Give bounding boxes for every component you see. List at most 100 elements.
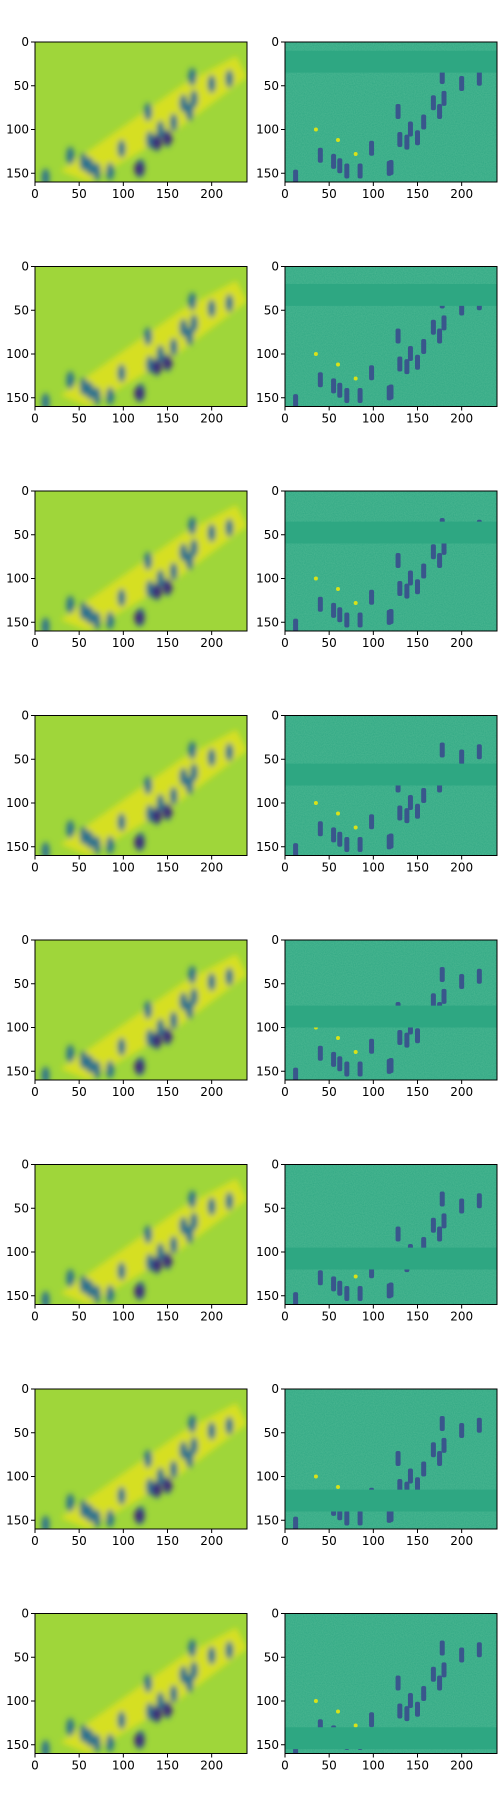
panel-image bbox=[35, 940, 247, 1080]
panel-image bbox=[285, 1164, 497, 1305]
x-tick-label: 100 bbox=[112, 861, 135, 875]
y-tick-label: 150 bbox=[6, 391, 29, 405]
y-tick-label: 50 bbox=[14, 528, 29, 542]
y-tick-label: 100 bbox=[6, 1021, 29, 1035]
axes-frame bbox=[34, 1164, 248, 1305]
y-tick-label: 150 bbox=[6, 166, 29, 180]
y-tick-label: 50 bbox=[264, 303, 279, 317]
x-tick-label: 100 bbox=[362, 412, 385, 426]
y-tick-label: 0 bbox=[21, 1607, 29, 1621]
x-tick-label: 0 bbox=[281, 861, 289, 875]
x-tick-label: 0 bbox=[31, 1085, 39, 1099]
y-tick-label: 0 bbox=[21, 933, 29, 947]
y-tick-label: 0 bbox=[271, 1607, 279, 1621]
x-tick-label: 200 bbox=[200, 412, 223, 426]
x-tick-label: 0 bbox=[281, 187, 289, 201]
y-tick-label: 0 bbox=[21, 1158, 29, 1172]
axes-frame bbox=[284, 715, 498, 856]
x-tick-label: 50 bbox=[322, 1534, 337, 1548]
panel-image bbox=[35, 491, 247, 631]
x-tick-label: 200 bbox=[450, 412, 473, 426]
left-panel-2: 0 50 100 150 200 0 50 100 150 bbox=[6, 260, 248, 426]
panel-image bbox=[35, 1389, 247, 1529]
y-tick-label: 50 bbox=[264, 1426, 279, 1440]
x-tick-label: 50 bbox=[322, 187, 337, 201]
y-tick-label: 150 bbox=[6, 1513, 29, 1527]
axes-frame bbox=[284, 1164, 498, 1305]
y-tick-label: 150 bbox=[256, 1064, 279, 1078]
x-tick-label: 150 bbox=[406, 1085, 429, 1099]
x-tick-label: 50 bbox=[322, 412, 337, 426]
y-tick-label: 100 bbox=[6, 1694, 29, 1708]
x-tick-label: 200 bbox=[450, 1759, 473, 1773]
x-tick-label: 0 bbox=[31, 1534, 39, 1548]
y-tick-label: 0 bbox=[271, 933, 279, 947]
y-tick-label: 0 bbox=[271, 484, 279, 498]
y-tick-label: 100 bbox=[6, 123, 29, 137]
panel-image bbox=[285, 940, 497, 1080]
y-tick-label: 0 bbox=[271, 1382, 279, 1396]
x-tick-label: 0 bbox=[31, 636, 39, 650]
x-tick-label: 200 bbox=[450, 1534, 473, 1548]
y-tick-label: 100 bbox=[256, 1470, 279, 1484]
x-tick-label: 50 bbox=[72, 1085, 87, 1099]
uniform-band bbox=[285, 284, 497, 306]
x-tick-label: 50 bbox=[322, 1310, 337, 1324]
x-tick-label: 100 bbox=[112, 412, 135, 426]
right-panel-6: 0 50 100 150 200 0 50 100 150 bbox=[256, 1158, 498, 1324]
x-tick-label: 0 bbox=[31, 187, 39, 201]
x-tick-label: 150 bbox=[156, 636, 179, 650]
axes-frame bbox=[34, 939, 248, 1081]
axes-frame bbox=[34, 490, 248, 632]
x-tick-label: 100 bbox=[112, 187, 135, 201]
x-tick-label: 50 bbox=[322, 1759, 337, 1773]
y-tick-label: 0 bbox=[271, 709, 279, 723]
y-tick-label: 0 bbox=[271, 1158, 279, 1172]
x-tick-label: 50 bbox=[72, 861, 87, 875]
x-tick-label: 0 bbox=[31, 1759, 39, 1773]
left-panel-8: 0 50 100 150 200 0 50 100 150 bbox=[6, 1607, 248, 1773]
y-tick-label: 50 bbox=[264, 977, 279, 991]
y-tick-label: 0 bbox=[21, 709, 29, 723]
left-panel-5: 0 50 100 150 200 0 50 100 150 bbox=[6, 933, 248, 1099]
y-tick-label: 100 bbox=[6, 1245, 29, 1259]
axes-frame bbox=[34, 41, 248, 183]
panel-image bbox=[285, 491, 497, 631]
panel-image bbox=[35, 1164, 247, 1305]
y-tick-label: 150 bbox=[256, 1289, 279, 1303]
y-tick-label: 0 bbox=[21, 1382, 29, 1396]
x-tick-label: 150 bbox=[156, 1534, 179, 1548]
axes-frame bbox=[284, 41, 498, 183]
y-tick-label: 100 bbox=[256, 1245, 279, 1259]
axes-frame bbox=[34, 715, 248, 856]
y-tick-label: 150 bbox=[256, 840, 279, 854]
x-tick-label: 0 bbox=[281, 1310, 289, 1324]
x-tick-label: 150 bbox=[156, 861, 179, 875]
uniform-band bbox=[285, 50, 497, 73]
x-tick-label: 100 bbox=[362, 187, 385, 201]
y-tick-label: 50 bbox=[14, 1650, 29, 1664]
x-tick-label: 50 bbox=[72, 1759, 87, 1773]
x-tick-label: 200 bbox=[200, 1310, 223, 1324]
axes-frame bbox=[284, 939, 498, 1081]
x-tick-label: 0 bbox=[281, 1085, 289, 1099]
right-panel-4: 0 50 100 150 200 0 50 100 150 bbox=[256, 709, 498, 875]
y-tick-label: 50 bbox=[14, 79, 29, 93]
x-tick-label: 50 bbox=[72, 187, 87, 201]
x-tick-label: 150 bbox=[156, 187, 179, 201]
axes-frame bbox=[34, 1388, 248, 1530]
panel-image bbox=[35, 266, 247, 407]
y-tick-label: 100 bbox=[6, 796, 29, 810]
axes-frame bbox=[284, 1613, 498, 1754]
x-tick-label: 50 bbox=[72, 636, 87, 650]
panel-image bbox=[285, 266, 497, 407]
x-tick-label: 100 bbox=[362, 1759, 385, 1773]
y-tick-label: 100 bbox=[6, 347, 29, 361]
x-tick-label: 0 bbox=[281, 412, 289, 426]
x-tick-label: 100 bbox=[362, 1085, 385, 1099]
y-tick-label: 100 bbox=[256, 347, 279, 361]
panel-image bbox=[35, 42, 247, 182]
x-tick-label: 50 bbox=[72, 1310, 87, 1324]
